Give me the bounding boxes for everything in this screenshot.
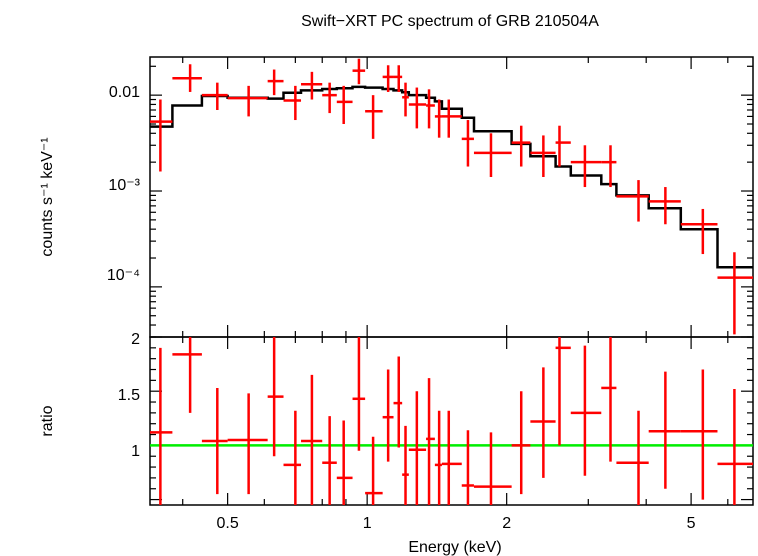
- ratio-point: [434, 410, 442, 505]
- ratio-point: [365, 436, 383, 505]
- ratio-point: [717, 389, 753, 505]
- ratio-point: [601, 337, 617, 462]
- chart-title: Swift−XRT PC spectrum of GRB 210504A: [301, 13, 599, 30]
- data-point: [150, 99, 173, 172]
- ratio-point: [408, 391, 427, 505]
- top-y-axis-label: counts s⁻¹ keV⁻¹: [39, 137, 56, 256]
- ratio-point: [426, 378, 435, 505]
- ratio-point: [648, 371, 681, 489]
- ratio-point: [201, 387, 228, 495]
- ratio-point: [555, 337, 571, 446]
- data-point: [336, 85, 353, 125]
- top-panel-data-points: [150, 58, 753, 335]
- data-point: [172, 64, 202, 92]
- ratio-point: [227, 393, 268, 495]
- top-panel-axis-ticks: [150, 57, 753, 338]
- data-point: [227, 85, 268, 117]
- data-point: [616, 180, 649, 222]
- ratio-point: [616, 410, 649, 505]
- ratio-point: [301, 374, 323, 505]
- data-point: [382, 65, 394, 92]
- ratio-point: [283, 410, 302, 505]
- bottom-panel-data-points: [150, 337, 753, 505]
- top-y-tick-label: 10⁻³: [108, 177, 140, 194]
- ratio-point: [267, 337, 284, 457]
- data-point: [352, 58, 366, 85]
- top-panel-model: [150, 85, 753, 269]
- ratio-point: [172, 337, 202, 413]
- bottom-y-tick-label: 1.5: [118, 387, 140, 404]
- data-point: [434, 99, 442, 138]
- x-tick-label: 5: [687, 515, 696, 532]
- top-y-tick-label: 10⁻⁴: [107, 267, 140, 284]
- x-tick-label: 2: [502, 515, 511, 532]
- bottom-panel-frame: [149, 336, 754, 506]
- data-point: [601, 145, 617, 188]
- ratio-point: [473, 432, 512, 505]
- ratio-point: [530, 367, 556, 478]
- ratio-point: [382, 369, 394, 462]
- bottom-y-tick-label: 1: [131, 443, 140, 460]
- data-point: [511, 125, 531, 167]
- ratio-point: [150, 347, 173, 505]
- data-point: [461, 120, 474, 167]
- ratio-point: [570, 345, 602, 476]
- data-point: [555, 125, 571, 167]
- data-point: [201, 82, 228, 110]
- data-point: [570, 145, 602, 188]
- data-point: [680, 208, 718, 255]
- data-point: [648, 187, 681, 225]
- data-point: [267, 69, 284, 96]
- ratio-point: [511, 391, 531, 495]
- data-point: [426, 89, 435, 129]
- data-point: [365, 95, 383, 139]
- ratio-point: [680, 369, 718, 500]
- ratio-point: [322, 416, 337, 505]
- bottom-y-tick-label: 2: [131, 331, 140, 348]
- ratio-point: [461, 430, 474, 505]
- data-point: [408, 87, 427, 129]
- ratio-point: [441, 410, 462, 505]
- bottom-panel-axis-ticks: [150, 336, 753, 505]
- data-point: [441, 99, 462, 138]
- bottom-y-axis-label: ratio: [39, 405, 56, 436]
- x-tick-label: 0.5: [217, 515, 239, 532]
- data-point: [402, 82, 409, 117]
- data-point: [301, 71, 323, 100]
- top-y-tick-label: 0.01: [109, 84, 140, 101]
- data-point: [322, 82, 337, 114]
- model-step-line: [150, 85, 753, 269]
- x-axis-label: Energy (keV): [408, 539, 501, 556]
- ratio-point: [402, 425, 409, 505]
- x-tick-label: 1: [363, 515, 372, 532]
- data-point: [717, 252, 753, 335]
- data-point: [473, 133, 512, 178]
- ratio-point: [336, 420, 353, 505]
- data-point: [530, 135, 556, 178]
- data-point: [283, 85, 302, 121]
- ratio-point: [352, 337, 366, 451]
- ratio-point: [393, 356, 403, 448]
- data-point: [393, 65, 403, 92]
